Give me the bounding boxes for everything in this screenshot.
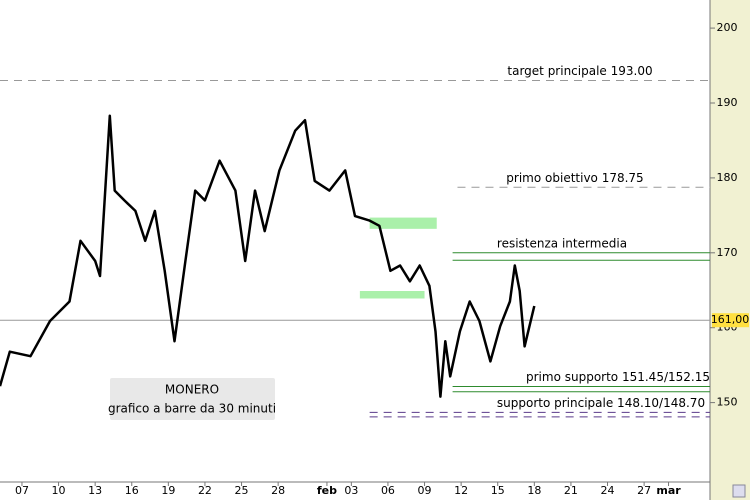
x-tick-label: 13 [88, 484, 102, 497]
level-label: supporto principale 148.10/148.70 [497, 396, 705, 410]
x-tick-label: 28 [271, 484, 285, 497]
info-box [110, 378, 275, 420]
current-price-label: 161,00 [711, 313, 750, 326]
y-tick-label: 180 [717, 171, 738, 184]
x-tick-label: 12 [454, 484, 468, 497]
x-tick-label: 18 [527, 484, 541, 497]
x-tick-label: 09 [418, 484, 432, 497]
x-tick-label: 03 [344, 484, 358, 497]
scroll-icon[interactable] [732, 484, 746, 498]
zone [369, 217, 437, 229]
x-tick-label: 21 [564, 484, 578, 497]
x-tick-label: mar [656, 484, 681, 497]
x-tick-label: feb [317, 484, 337, 497]
y-tick-label: 150 [717, 396, 738, 409]
x-tick-label: 10 [52, 484, 66, 497]
x-tick-label: 24 [601, 484, 615, 497]
x-tick-label: 25 [235, 484, 249, 497]
level-label: primo obiettivo 178.75 [506, 171, 643, 185]
info-title: MONERO [165, 383, 219, 397]
x-tick-label: 16 [125, 484, 139, 497]
level-label: target principale 193.00 [507, 64, 652, 78]
x-tick-label: 19 [161, 484, 175, 497]
level-label: resistenza intermedia [497, 236, 627, 250]
x-tick-label: 22 [198, 484, 212, 497]
zone [359, 290, 425, 299]
y-tick-label: 170 [717, 246, 738, 259]
info-subtitle: grafico a barre da 30 minuti [108, 402, 276, 416]
level-label: primo supporto 151.45/152.15 [526, 370, 710, 384]
x-tick-label: 06 [381, 484, 395, 497]
y-axis-area [710, 0, 750, 500]
current-price-box [712, 313, 749, 328]
y-tick-label: 190 [717, 96, 738, 109]
price-line [0, 114, 536, 398]
y-tick-label: 200 [717, 21, 738, 34]
x-tick-label: 07 [15, 484, 29, 497]
x-tick-label: 27 [637, 484, 651, 497]
x-tick-label: 15 [491, 484, 505, 497]
